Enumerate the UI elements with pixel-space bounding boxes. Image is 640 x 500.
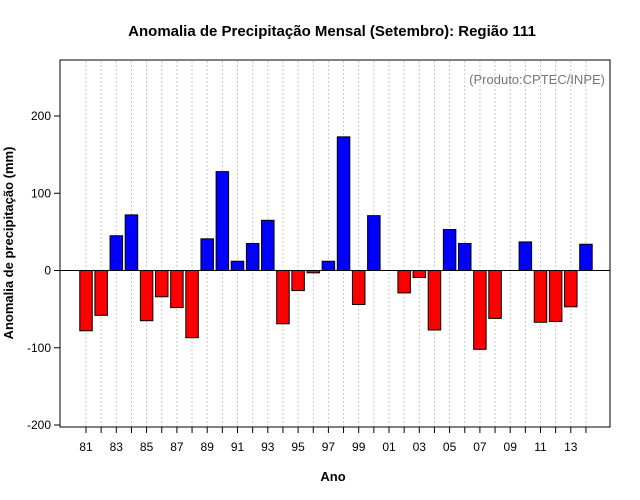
x-tick-label-05: 05 — [443, 440, 457, 454]
bar-2012 — [548, 270, 563, 322]
bar-1990 — [215, 171, 230, 271]
x-axis-label: Ano — [320, 469, 345, 484]
x-tick-label-03: 03 — [413, 440, 427, 454]
bar-1992 — [245, 242, 260, 271]
bar-1983 — [109, 235, 124, 272]
y-axis: -200 -100 0 100 200 — [27, 109, 60, 432]
bar-1993 — [261, 219, 275, 272]
bar-2014 — [579, 243, 593, 271]
x-tick-label-85: 85 — [140, 440, 154, 454]
bar-2005 — [442, 229, 457, 271]
x-tick-label-93: 93 — [261, 440, 275, 454]
bar-1986 — [155, 270, 169, 298]
bar-2011 — [533, 270, 548, 323]
bar-2000 — [367, 215, 381, 271]
bar-1991 — [230, 260, 245, 272]
bar-1984 — [124, 214, 139, 272]
credit-text: (Produto:CPTEC/INPE) — [469, 72, 605, 87]
bar-2006 — [458, 242, 472, 271]
x-axis: 81 83 85 87 89 91 93 95 97 99 01 03 05 07 09 11 13 — [79, 427, 587, 454]
y-tick-label-0: 0 — [44, 264, 51, 278]
chart-title: Anomalia de Precipitação Mensal (Setembr… — [128, 23, 536, 40]
x-tick-label-01: 01 — [382, 440, 396, 454]
x-tick-label-81: 81 — [79, 440, 93, 454]
x-tick-label-89: 89 — [201, 440, 215, 454]
bar-2010 — [518, 241, 533, 271]
plot-frame — [59, 59, 611, 428]
x-tick-label-91: 91 — [231, 440, 245, 454]
bar-2003 — [412, 270, 427, 278]
bar-1999 — [351, 270, 366, 305]
x-tick-label-87: 87 — [170, 440, 184, 454]
vertical-gridlines — [85, 61, 587, 426]
bar-2008 — [488, 270, 502, 319]
x-tick-label-83: 83 — [110, 440, 124, 454]
y-tick-label--200: -200 — [27, 418, 51, 432]
y-tick-label--100: -100 — [27, 341, 51, 355]
x-tick-label-11: 11 — [534, 440, 547, 454]
y-tick-label-200: 200 — [31, 109, 51, 123]
bar-1982 — [94, 270, 108, 316]
x-tick-label-13: 13 — [564, 440, 578, 454]
x-tick-label-95: 95 — [291, 440, 305, 454]
bar-1988 — [185, 270, 199, 339]
bar-1996 — [306, 270, 320, 274]
bar-1987 — [170, 270, 184, 309]
x-tick-label-97: 97 — [322, 440, 336, 454]
x-tick-label-99: 99 — [352, 440, 366, 454]
bar-1981 — [79, 270, 93, 332]
bar-2002 — [397, 270, 411, 294]
x-tick-label-09: 09 — [504, 440, 518, 454]
bar-1994 — [276, 270, 290, 325]
bar-1997 — [321, 260, 336, 272]
bar-2007 — [473, 270, 487, 350]
bar-1995 — [291, 270, 305, 292]
bar-2013 — [564, 270, 578, 308]
bar-2004 — [427, 270, 442, 331]
bars — [79, 136, 593, 350]
x-tick-label-07: 07 — [473, 440, 487, 454]
bar-1989 — [200, 238, 214, 271]
bar-1998 — [336, 136, 351, 271]
bar-1985 — [139, 270, 154, 322]
y-tick-label-100: 100 — [31, 186, 51, 200]
y-axis-label: Anomalia de precipitação (mm) — [1, 147, 16, 340]
